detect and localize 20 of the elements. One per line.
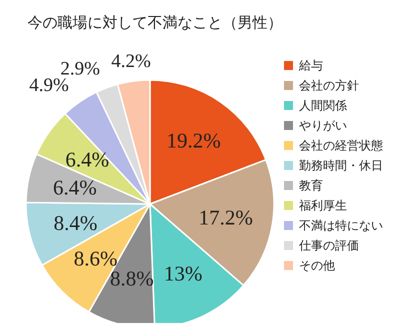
legend-label: その他 <box>299 258 335 272</box>
data-label: 6.4% <box>52 176 97 200</box>
legend-label: 不満は特にない <box>299 218 383 232</box>
data-label: 13% <box>164 261 202 286</box>
chart-title: 今の職場に対して不満なこと（男性） <box>28 14 282 32</box>
data-label: 4.2% <box>111 50 152 72</box>
legend-label: やりがい <box>299 118 347 132</box>
data-label: 8.6% <box>74 246 118 270</box>
data-label: 19.2% <box>166 128 221 153</box>
data-label: 6.4% <box>65 148 110 172</box>
legend-label: 仕事の評価 <box>298 238 359 252</box>
data-label: 8.4% <box>54 211 98 236</box>
legend-label: 会社の経営状態 <box>299 138 383 152</box>
legend-label: 福利厚生 <box>299 198 347 212</box>
legend-label: 人間関係 <box>299 98 347 112</box>
data-label: 17.2% <box>198 205 253 230</box>
legend-label: 給与 <box>298 58 323 72</box>
legend-label: 教育 <box>299 178 323 192</box>
legend-label: 会社の方針 <box>299 78 359 92</box>
legend-label: 勤務時間・休日 <box>299 158 383 172</box>
